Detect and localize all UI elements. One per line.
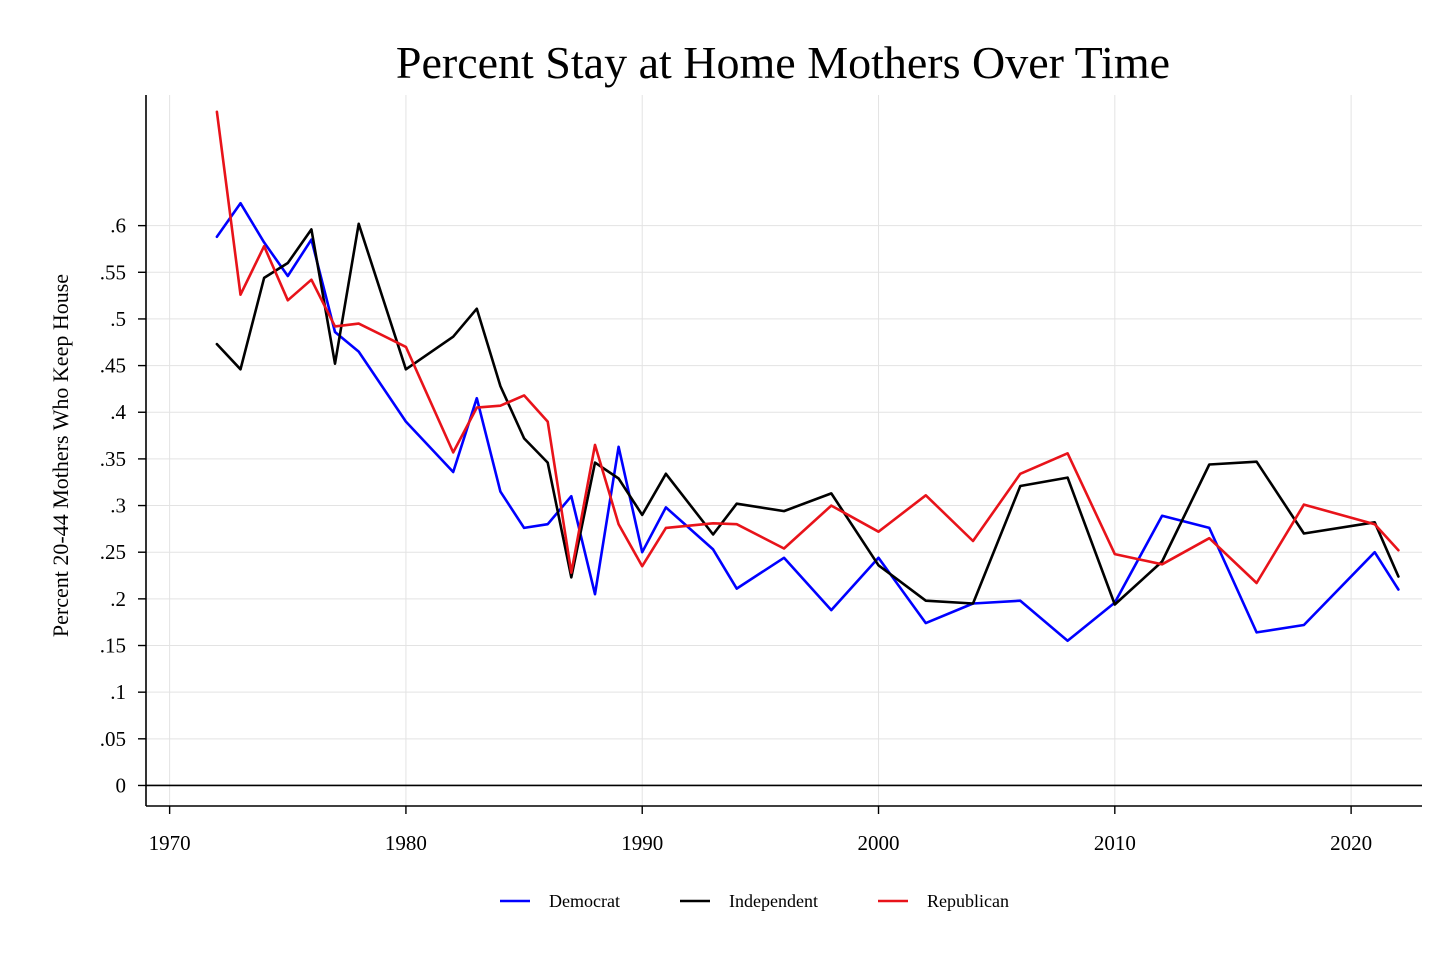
- y-tick-label: .3: [110, 494, 126, 518]
- grid-lines: [146, 95, 1422, 806]
- y-tick-label: 0: [116, 773, 127, 797]
- y-tick-label: .15: [100, 634, 126, 658]
- series-lines: [215, 110, 1400, 643]
- x-tick-label: 1970: [149, 831, 191, 855]
- x-tick-label: 1980: [385, 831, 427, 855]
- legend-label: Independent: [729, 891, 818, 911]
- legend: Democrat Independent Republican: [500, 891, 1009, 911]
- y-tick-label: .25: [100, 540, 126, 564]
- series-line-independent: [215, 222, 1400, 606]
- legend-item-democrat: Democrat: [500, 891, 620, 911]
- x-tick-label: 1990: [621, 831, 663, 855]
- y-tick-label: .55: [100, 260, 126, 284]
- y-tick-label: .6: [110, 214, 126, 238]
- legend-label: Republican: [927, 891, 1009, 911]
- x-tick-label: 2020: [1330, 831, 1372, 855]
- y-tick-label: .05: [100, 727, 126, 751]
- chart-title: Percent Stay at Home Mothers Over Time: [395, 37, 1171, 88]
- x-tick-label: 2000: [858, 831, 900, 855]
- x-tick-label: 2010: [1094, 831, 1136, 855]
- y-tick-label: .2: [110, 587, 126, 611]
- y-tick-label: .4: [110, 400, 126, 424]
- y-axis-title: Percent 20-44 Mothers Who Keep House: [48, 274, 73, 637]
- y-tick-label: .1: [110, 680, 126, 704]
- y-tick-label: .45: [100, 354, 126, 378]
- legend-item-independent: Independent: [680, 891, 818, 911]
- legend-label: Democrat: [549, 891, 620, 911]
- axes: 0 .05 .1 .15 .2 .25 .3 .35 .4 .45 .5 .55 .6 1970 1980 1…: [48, 95, 1422, 855]
- series-line-republican: [215, 110, 1400, 585]
- legend-item-republican: Republican: [878, 891, 1009, 911]
- y-tick-label: .5: [110, 307, 126, 331]
- y-tick-label: .35: [100, 447, 126, 471]
- series-line-democrat: [215, 201, 1400, 643]
